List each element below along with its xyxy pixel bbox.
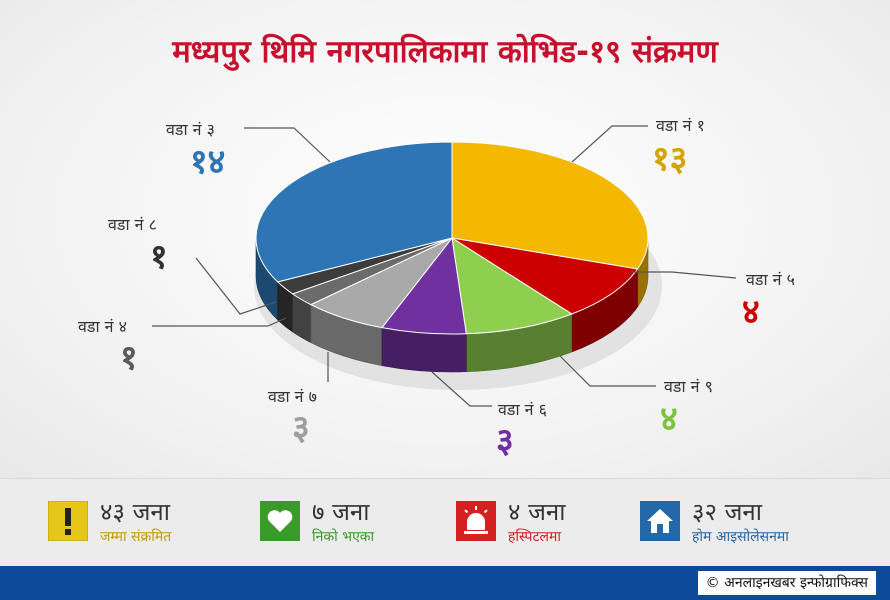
slice-value-ward-7: ३ bbox=[292, 408, 310, 448]
chart-title: मध्यपुर थिमि नगरपालिकामा कोभिड-१९ संक्रम… bbox=[172, 34, 718, 70]
slice-label-ward-1: वडा नं १ bbox=[656, 116, 705, 135]
slice-label-ward-9: वडा नं ९ bbox=[664, 377, 713, 396]
stat-number: ३२ जना bbox=[692, 498, 762, 526]
credit-text: © अनलाइनखबर इन्फोग्राफिक्स bbox=[697, 571, 876, 595]
slice-label-ward-7: वडा नं ७ bbox=[268, 387, 317, 406]
slice-label-ward-4: वडा नं ४ bbox=[78, 317, 127, 336]
stat-number: ४३ जना bbox=[100, 498, 170, 526]
slice-label-ward-8: वडा नं ८ bbox=[108, 215, 157, 234]
stat-label: हस्पिटलमा bbox=[508, 529, 562, 545]
pie-slice bbox=[451, 236, 573, 335]
footer-bar: © अनलाइनखबर इन्फोग्राफिक्स bbox=[0, 566, 890, 600]
pie-chart bbox=[152, 125, 737, 407]
siren-icon bbox=[456, 501, 496, 541]
leader-line bbox=[152, 317, 287, 327]
slice-label-ward-5: वडा नं ५ bbox=[746, 270, 795, 289]
slice-label-ward-3: वडा नं ३ bbox=[166, 120, 215, 139]
slice-value-ward-1: १३ bbox=[652, 139, 688, 179]
slice-value-ward-4: १ bbox=[120, 338, 138, 378]
slice-value-ward-8: १ bbox=[150, 237, 168, 277]
leader-line bbox=[431, 371, 492, 407]
stat-number: ४ जना bbox=[508, 498, 566, 526]
home-icon bbox=[640, 501, 680, 541]
chart-area: मध्यपुर थिमि नगरपालिकामा कोभिड-१९ संक्रम… bbox=[0, 0, 890, 478]
pie-slice bbox=[255, 141, 453, 283]
slice-value-ward-9: ४ bbox=[660, 399, 678, 439]
pie-slice bbox=[451, 237, 639, 315]
summary-bar: ४३ जना जम्मा संक्रमित ७ जना निको भएका ४ … bbox=[0, 478, 890, 567]
slice-value-ward-3: १४ bbox=[190, 142, 226, 182]
leader-line bbox=[195, 257, 277, 315]
slice-value-ward-5: ४ bbox=[742, 292, 760, 332]
leader-line bbox=[630, 271, 737, 279]
leader-line bbox=[244, 127, 331, 163]
leader-line bbox=[559, 355, 656, 387]
stat-number: ७ जना bbox=[312, 498, 370, 526]
stat-label: जम्मा संक्रमित bbox=[100, 529, 172, 545]
exclamation-icon bbox=[48, 501, 88, 541]
pie-slice bbox=[451, 141, 649, 270]
stat-label: होम आइसोलेसनमा bbox=[692, 529, 789, 545]
leader-line bbox=[571, 125, 648, 163]
slice-label-ward-6: वडा नं ६ bbox=[498, 400, 547, 419]
heart-icon bbox=[260, 501, 300, 541]
stat-label: निको भएका bbox=[312, 529, 375, 545]
slice-value-ward-6: ३ bbox=[496, 421, 514, 461]
